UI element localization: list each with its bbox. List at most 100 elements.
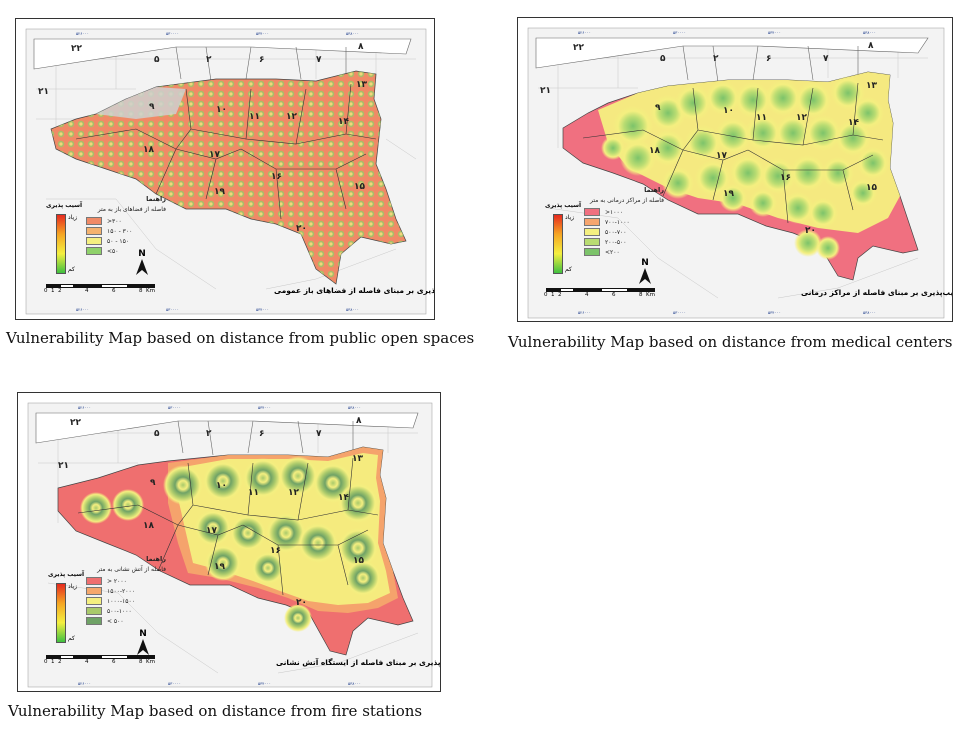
svg-text:۷: ۷ (316, 429, 322, 439)
legend-row: < ۵۰۰ (86, 616, 166, 626)
legend-swatch (86, 597, 102, 605)
district-label-18: ۱۸ (143, 145, 154, 155)
svg-text:۸: ۸ (868, 41, 874, 51)
scale-tick-label: 8 (639, 292, 643, 298)
svg-text:۵۳۸۰۰۰: ۵۳۸۰۰۰ (863, 30, 876, 35)
north-label: N (138, 249, 146, 259)
legend-swatch (86, 227, 102, 235)
svg-text:۱۳: ۱۳ (352, 454, 363, 464)
vulnerability-low-label: کم (565, 266, 572, 273)
svg-text:۱۸: ۱۸ (649, 146, 660, 156)
svg-text:۲: ۲ (206, 429, 212, 439)
svg-text:۵۳۸۰۰۰: ۵۳۸۰۰۰ (346, 31, 359, 36)
svg-text:۵: ۵ (154, 429, 160, 439)
legend-row: ۲۰۰-۵۰۰ (584, 237, 664, 247)
vulnerability-title: آسیب پذیری (48, 571, 85, 578)
scale-bar: 0 1 2 4 6 8 Km (44, 655, 156, 667)
svg-text:۵۳۰۰۰۰: ۵۳۰۰۰۰ (168, 681, 181, 686)
legend-label: ۱۵۰ - ۳۰۰ (107, 227, 133, 235)
svg-text:۲: ۲ (713, 54, 719, 64)
svg-text:۱۷: ۱۷ (716, 151, 727, 161)
north-arrow: N (136, 629, 150, 658)
scale-tick-label: 1 (51, 659, 55, 665)
scale-bar: 0 1 2 4 6 8 Km (44, 284, 156, 296)
caption-medical-centers: Vulnerability Map based on distance from… (508, 333, 953, 351)
scale-tick-label: 0 (44, 288, 48, 294)
map-frame: ۲۲ ۵ ۲ ۶ ۷ ۸ ۲۱ ۹ ۱۰ ۱۱ ۱۲ ۱۳ ۱۴ ۱۸ ۱۷ ۱… (17, 392, 441, 692)
map-title: نقشه آسیب‌پذیری بر مبنای فاصله از فضاهای… (274, 286, 435, 295)
legend-label: < ۵۰۰ (107, 617, 124, 625)
map-panel-fire-stations: ۲۲ ۵ ۲ ۶ ۷ ۸ ۲۱ ۹ ۱۰ ۱۱ ۱۲ ۱۳ ۱۴ ۱۸ ۱۷ ۱… (8, 392, 441, 720)
svg-text:۵: ۵ (660, 54, 666, 64)
svg-text:۱۶: ۱۶ (270, 546, 281, 556)
scale-tick-label: 2 (58, 288, 62, 294)
svg-text:۵۳۴۰۰۰: ۵۳۴۰۰۰ (258, 681, 271, 686)
caption-fire-stations: Vulnerability Map based on distance from… (8, 702, 423, 720)
svg-text:۵۳۰۰۰۰: ۵۳۰۰۰۰ (166, 307, 179, 312)
district-labels: ۲۲ ۵ ۲ ۶ ۷ ۸ ۲۱ ۹ ۱۰ ۱۱ ۱۲ ۱۳ ۱۴ ۱۸ ۱۷ ۱… (58, 416, 364, 608)
legend-subtitle: فاصله از مراکز درمانی به متر (590, 197, 664, 204)
svg-text:۵۳۴۰۰۰: ۵۳۴۰۰۰ (256, 307, 269, 312)
map-frame: ۲۲ ۵ ۲ ۶ ۷ ۸ ۲۱ ۹ ۱۰ ۱۱ ۱۲ ۱۳ ۱۴ ۱۸ ۱۷ ۱… (517, 17, 953, 322)
scale-tick-label: 2 (58, 659, 62, 665)
legend-label: >۳۰۰ (107, 217, 122, 225)
svg-text:۵۳۴۰۰۰: ۵۳۴۰۰۰ (258, 405, 271, 410)
legend-swatch (86, 217, 102, 225)
district-label-11: ۱۱ (249, 112, 260, 122)
legend-fire-stations: راهنما فاصله از آتش نشانی به متر > ۲۰۰۰ ۱… (86, 555, 166, 626)
svg-text:۱۴: ۱۴ (338, 493, 349, 503)
svg-text:۱۴: ۱۴ (848, 118, 859, 128)
legend-subtitle: فاصله از فضاهای باز به متر (97, 206, 166, 213)
legend-swatch (584, 208, 600, 216)
svg-text:۲۲: ۲۲ (70, 418, 81, 428)
legend-row: <۲۰۰ (584, 247, 664, 257)
vulnerability-high-label: زیاد (565, 214, 575, 221)
district-label-16: ۱۶ (271, 172, 282, 182)
svg-text:۵۲۶۰۰۰: ۵۲۶۰۰۰ (76, 31, 89, 36)
svg-text:۶: ۶ (766, 54, 772, 64)
svg-text:۲۱: ۲۱ (540, 86, 551, 96)
legend-label: ۵۰۰-۷۰۰ (605, 228, 627, 236)
vulnerability-low-label: کم (68, 266, 75, 273)
scale-tick-label: 6 (612, 292, 616, 298)
svg-text:۵۳۰۰۰۰: ۵۳۰۰۰۰ (673, 30, 686, 35)
district-labels: ۲۲ ۵ ۲ ۶ ۷ ۸ ۲۱ ۹ ۱۰ ۱۱ ۱۲ ۱۳ ۱۴ ۱۸ ۱۷ ۱… (38, 42, 367, 234)
vulnerability-title: آسیب پذیری (545, 202, 582, 209)
legend-row: ۵۰۰-۱۰۰۰ (86, 606, 166, 616)
svg-text:۱۸: ۱۸ (143, 521, 154, 531)
scale-tick-label: 6 (112, 659, 116, 665)
district-label-20: ۲۰ (296, 224, 307, 234)
legend-swatch (86, 577, 102, 585)
district-label-10: ۱۰ (216, 105, 227, 115)
svg-text:۶: ۶ (259, 429, 265, 439)
svg-text:۱۱: ۱۱ (248, 488, 259, 498)
scale-tick-label: 2 (558, 292, 562, 298)
svg-text:۸: ۸ (356, 416, 362, 426)
district-labels: ۲۲ ۵ ۲ ۶ ۷ ۸ ۲۱ ۹ ۱۰ ۱۱ ۱۲ ۱۳ ۱۴ ۱۸ ۱۷ ۱… (540, 41, 877, 236)
svg-text:۷: ۷ (823, 54, 829, 64)
map-canvas-open-spaces: ۲۲ ۵ ۲ ۶ ۷ ۸ ۲۱ ۹ ۱۰ ۱۱ ۱۲ ۱۳ ۱۴ ۱۸ ۱۷ ۱… (25, 28, 427, 315)
svg-text:۵۳۴۰۰۰: ۵۳۴۰۰۰ (768, 30, 781, 35)
scale-tick-label: 0 (44, 659, 48, 665)
scale-unit-label: Km (646, 292, 655, 298)
coordinate-ticks: ۵۲۶۰۰۰ ۵۳۰۰۰۰ ۵۳۴۰۰۰ ۵۳۸۰۰۰ ۵۲۶۰۰۰ ۵۳۰۰۰۰ ۵… (578, 30, 876, 315)
district-label-17: ۱۷ (209, 150, 220, 160)
legend-title: راهنما (146, 555, 166, 563)
district-label-21: ۲۱ (38, 87, 49, 97)
district-label-19: ۱۹ (214, 187, 225, 197)
legend-label: <۲۰۰ (605, 248, 620, 256)
svg-text:۱۰: ۱۰ (723, 106, 734, 116)
scale-tick-label: 1 (551, 292, 555, 298)
north-label: N (641, 258, 649, 268)
svg-text:۱۲: ۱۲ (796, 113, 807, 123)
north-arrow-icon (137, 639, 149, 655)
north-arrow-icon (136, 259, 148, 275)
map-title: نقشه آسیب‌پذیری بر مبنای فاصله از مراکز … (801, 288, 953, 297)
north-arrow: N (135, 249, 149, 278)
vulnerability-color-ramp (553, 214, 563, 274)
legend-swatch (584, 228, 600, 236)
legend-medical-centers: راهنما فاصله از مراکز درمانی به متر >۱۰۰… (584, 186, 664, 257)
legend-swatch (86, 587, 102, 595)
vulnerability-low-label: کم (68, 635, 75, 642)
legend-items: > ۲۰۰۰ ۱۵۰۰-۲۰۰۰ ۱۰۰۰-۱۵۰۰ ۵۰۰-۱۰۰۰ < ۵۰۰ (86, 576, 166, 626)
